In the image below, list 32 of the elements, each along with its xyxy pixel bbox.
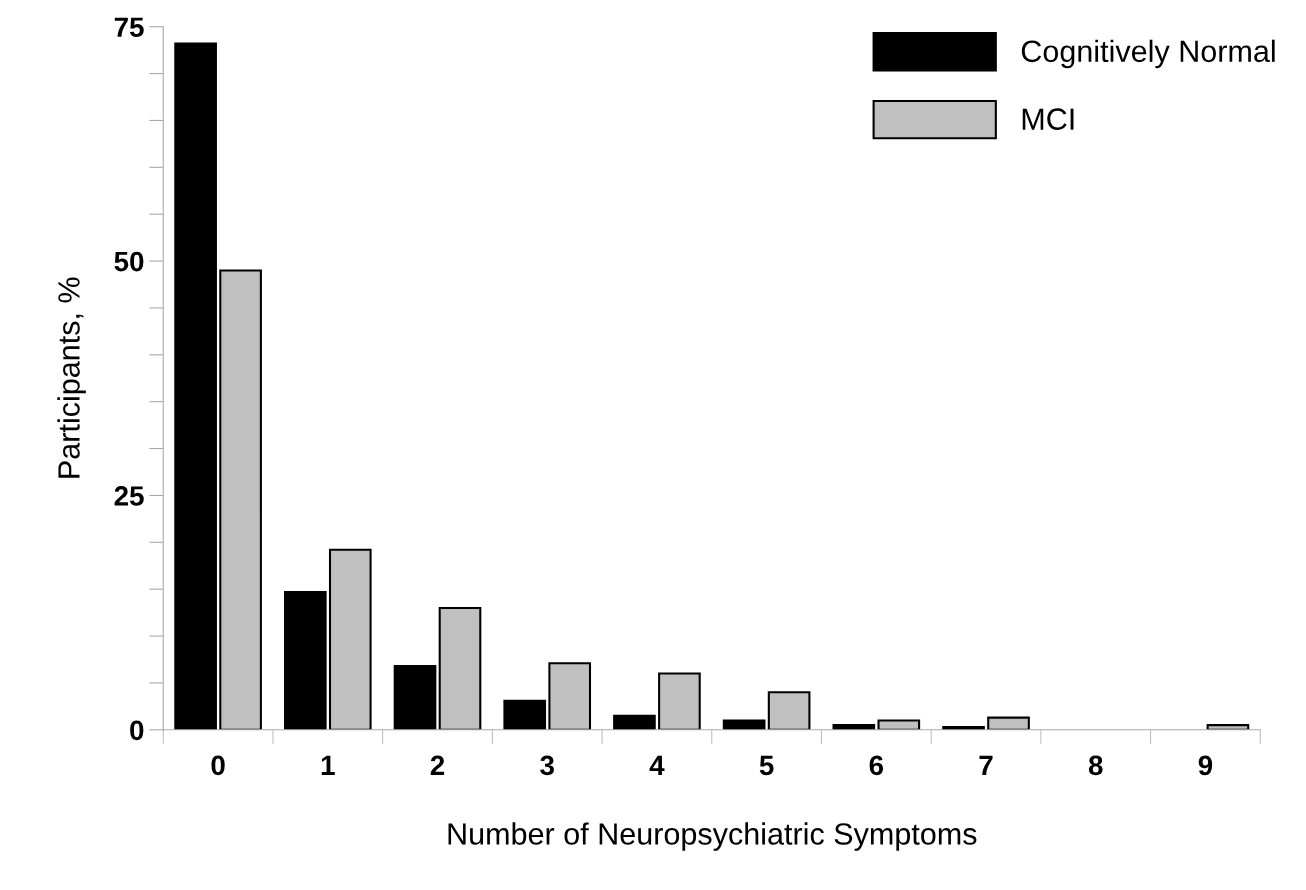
- x-tick-label: 5: [759, 755, 774, 776]
- bar: [987, 716, 1030, 730]
- legend-label: MCI: [1022, 108, 1074, 130]
- bar: [877, 719, 921, 730]
- bar: [613, 714, 656, 730]
- x-tick-label: 4: [649, 755, 665, 775]
- x-tick-label: 8: [1088, 755, 1103, 776]
- legend-label: Cognitively Normal: [1021, 39, 1275, 69]
- x-tick-label: 2: [430, 755, 445, 775]
- bar: [503, 699, 547, 730]
- x-tick-label: 3: [540, 755, 554, 776]
- y-axis-title: Participants, %: [57, 277, 86, 478]
- y-tick-label: 75: [114, 17, 144, 38]
- bar: [219, 269, 262, 730]
- bar: [767, 691, 811, 730]
- x-tick-label: 7: [979, 755, 993, 775]
- bar: [438, 606, 482, 730]
- y-tick-label: 25: [114, 486, 144, 506]
- bar: [658, 672, 701, 730]
- bar: [283, 590, 327, 730]
- x-tick-label: 1: [321, 755, 335, 775]
- bar: [548, 662, 592, 730]
- y-tick-label: 50: [114, 251, 144, 272]
- x-tick-label: 0: [211, 755, 225, 776]
- bar: [393, 665, 437, 730]
- y-tick-label: 0: [130, 720, 144, 741]
- x-tick-label: 9: [1198, 755, 1213, 776]
- bar: [722, 719, 766, 730]
- x-axis-title: Number of Neuropsychiatric Symptoms: [448, 822, 977, 851]
- bar: [174, 42, 217, 730]
- x-tick-label: 6: [869, 755, 884, 776]
- bar: [328, 548, 372, 730]
